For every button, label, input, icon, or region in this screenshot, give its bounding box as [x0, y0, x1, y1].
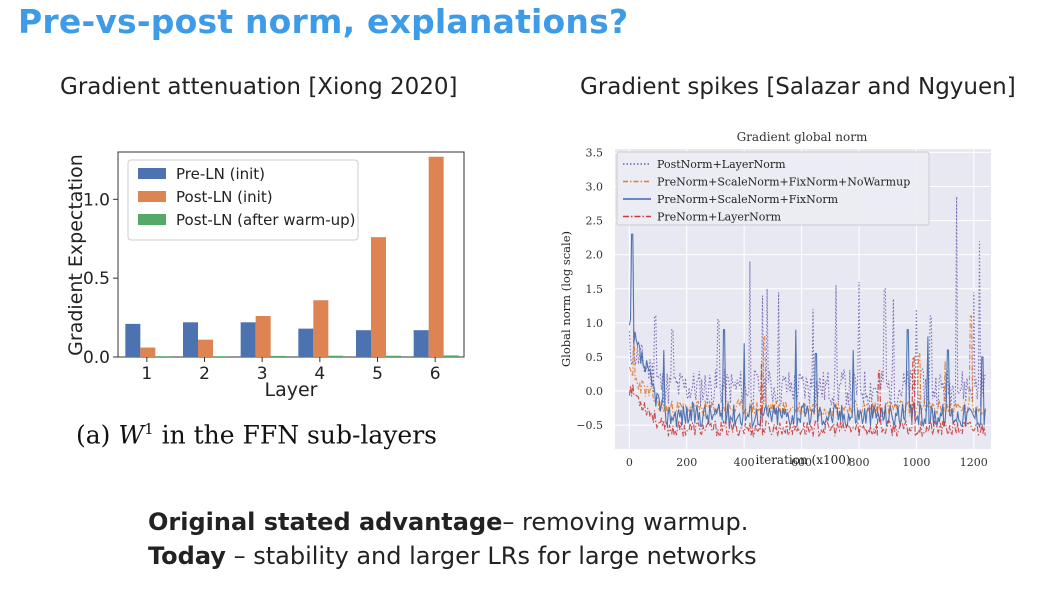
bar	[213, 356, 228, 358]
bar	[240, 322, 256, 357]
caption-text: in the FFN sub-layers	[161, 420, 438, 450]
line-legend-label: PreNorm+ScaleNorm+FixNorm	[657, 193, 839, 206]
line-xtick-label: 200	[676, 456, 697, 469]
line-title: Gradient global norm	[737, 130, 868, 144]
bar-legend-label: Pre-LN (init)	[176, 165, 265, 183]
bar-legend-swatch	[138, 191, 166, 202]
line-ytick-label: 0.0	[586, 385, 604, 398]
bar-xlabel: Layer	[265, 379, 318, 401]
slide-title: Pre-vs-post norm, explanations?	[18, 2, 629, 41]
line-ytick-label: −0.5	[576, 419, 603, 432]
bar-ytick-label: 1.0	[83, 190, 110, 210]
line-ytick-label: 1.0	[586, 317, 604, 330]
bottom-line-1-text: – removing warmup.	[502, 508, 749, 536]
line-xtick-label: 1000	[902, 456, 930, 469]
bar	[155, 356, 171, 358]
bar-xtick-label: 3	[257, 364, 268, 384]
line-legend: PostNorm+LayerNorm PreNorm+ScaleNorm+FixN…	[616, 151, 930, 226]
bar-legend-swatch	[138, 214, 166, 225]
line-ytick-label: 2.5	[586, 215, 604, 228]
line-ytick-label: 3.0	[586, 181, 604, 194]
bar	[313, 300, 329, 357]
line-series	[628, 356, 986, 439]
caption-prefix: (a)	[76, 420, 111, 450]
bar	[140, 347, 156, 357]
bar-legend-frame	[127, 159, 359, 241]
line-ytick-label: 3.5	[586, 146, 604, 159]
bar	[413, 330, 429, 357]
gradient-global-norm-line-chart: Gradient global norm −0.5 0.0 0.5 1.0 1.5 2.0…	[559, 130, 991, 469]
line-legend-label: PreNorm+LayerNorm	[657, 211, 782, 224]
line-ytick-label: 0.5	[586, 351, 604, 364]
bar-xtick-label: 2	[199, 364, 210, 384]
line-xtick-label: 800	[848, 456, 869, 469]
bar-ylabel: Gradient Expectation	[65, 154, 87, 356]
bar	[298, 328, 314, 357]
bar	[356, 330, 371, 357]
bottom-line-1: Original stated advantage– removing warm…	[148, 508, 748, 536]
line-ytick-label: 2.0	[586, 249, 604, 262]
bar-xtick-label: 4	[314, 364, 325, 384]
right-chart-heading: Gradient spikes [Salazar and Ngyuen]	[580, 74, 1016, 100]
bar	[255, 316, 271, 357]
bar-legend: Pre-LN (init) Post-LN (init) Post-LN (afte…	[127, 159, 359, 241]
line-legend-label: PreNorm+ScaleNorm+FixNorm+NoWarmup	[657, 176, 910, 189]
line-ytick-label: 1.5	[586, 283, 604, 296]
line-series	[628, 233, 986, 429]
bar-ytick-label: 0.0	[83, 348, 110, 368]
bar	[386, 355, 401, 357]
gradient-expectation-bar-chart: 0.0 0.5 1.0 1 2 3 4 5 6 Pre-LN (init) Post-LN (in…	[65, 151, 465, 401]
bar-legend-swatch	[138, 168, 166, 179]
line-xtick-label: 0	[626, 456, 633, 469]
bar	[198, 339, 213, 357]
caption-variable: W	[118, 420, 145, 450]
bar	[328, 355, 344, 357]
bar	[443, 355, 459, 357]
line-legend-frame	[616, 151, 930, 226]
line-legend-label: PostNorm+LayerNorm	[657, 158, 786, 171]
bottom-line-2: Today – stability and larger LRs for lar…	[148, 542, 757, 570]
caption-superscript: 1	[144, 420, 154, 438]
line-ylabel: Global norm (log scale)	[559, 231, 573, 367]
line-xtick-label: 600	[791, 456, 812, 469]
left-chart-heading: Gradient attenuation [Xiong 2020]	[60, 74, 458, 100]
bar-xtick-label: 6	[430, 364, 441, 384]
bar-legend-label: Post-LN (init)	[176, 188, 273, 206]
bottom-line-1-bold: Original stated advantage	[148, 508, 503, 536]
bar-legend-label: Post-LN (after warm-up)	[176, 211, 356, 229]
bar	[371, 237, 386, 357]
line-xtick-label: 1200	[960, 456, 988, 469]
bar-chart-caption: (a) W1 in the FFN sub-layers	[76, 420, 437, 449]
bar	[428, 156, 444, 357]
line-xlabel: iteration (x100)	[755, 453, 850, 467]
bar-ytick-label: 0.5	[83, 269, 110, 289]
bar	[270, 355, 286, 357]
line-xtick-label: 400	[734, 456, 755, 469]
bottom-line-2-bold: Today	[148, 542, 226, 570]
bar-xtick-label: 1	[141, 364, 152, 384]
bar	[125, 323, 141, 357]
bottom-line-2-text: – stability and larger LRs for large net…	[225, 542, 757, 570]
bar-xtick-label: 5	[372, 364, 383, 384]
bar	[183, 322, 198, 357]
